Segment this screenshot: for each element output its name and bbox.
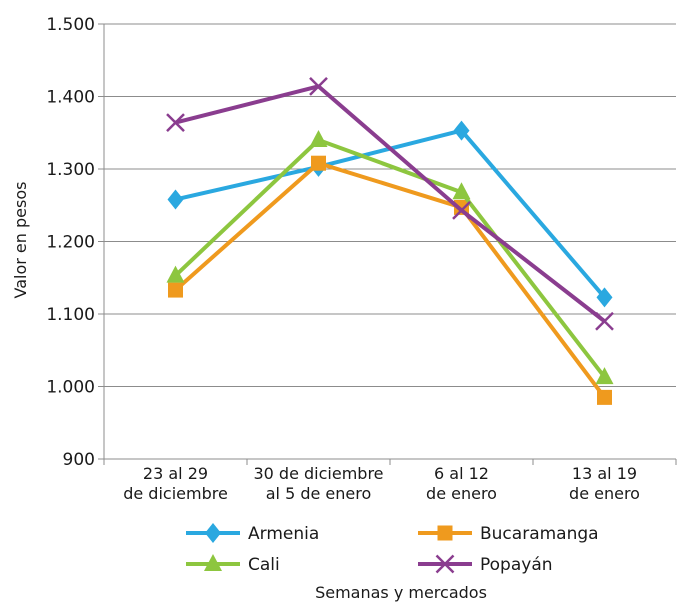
legend: Armenia Bucaramanga Cali Popayán <box>186 523 599 575</box>
y-tick-label: 1.000 <box>46 378 95 398</box>
legend-label: Armenia <box>248 524 319 544</box>
x-marker-stroke <box>595 311 614 331</box>
data-point <box>311 155 326 171</box>
x-category-label: 30 de diciembre <box>253 464 383 483</box>
y-tick-label: 1.300 <box>46 160 95 180</box>
legend-label: Popayán <box>480 555 553 575</box>
x-marker-stroke <box>435 554 455 574</box>
square-marker <box>311 155 326 171</box>
y-axis-tick-labels: 900 1.000 1.100 1.200 1.300 1.400 1.500 <box>46 15 95 470</box>
legend-item: Bucaramanga <box>418 524 599 544</box>
data-point <box>166 113 185 132</box>
x-axis-title: Semanas y mercados <box>315 583 487 602</box>
x-category-label: de enero <box>569 484 640 503</box>
data-point <box>596 287 613 308</box>
data-point <box>168 282 183 298</box>
data-point <box>452 182 471 200</box>
series-line <box>174 161 607 399</box>
y-tick-label: 1.200 <box>46 233 95 253</box>
data-point <box>167 189 184 210</box>
square-marker <box>437 525 453 541</box>
x-category-label: de diciembre <box>123 484 228 503</box>
data-point <box>452 200 471 220</box>
x-category-label: 6 al 12 <box>434 464 489 483</box>
data-point <box>309 130 328 147</box>
square-marker <box>597 389 612 405</box>
series-line <box>174 138 607 379</box>
legend-item: Popayán <box>418 554 553 575</box>
diamond-marker <box>453 120 470 141</box>
triangle-marker <box>595 367 614 385</box>
x-category-label: 23 al 29 <box>143 464 208 483</box>
data-point <box>453 120 470 141</box>
y-tick-label: 900 <box>63 450 95 470</box>
diamond-marker <box>596 287 613 308</box>
diamond-marker <box>205 523 221 543</box>
axes <box>103 24 677 465</box>
series <box>166 76 614 331</box>
series <box>166 130 614 385</box>
legend-item: Cali <box>186 554 280 575</box>
triangle-marker <box>204 554 222 571</box>
triangle-marker <box>309 130 328 147</box>
x-category-label: de enero <box>426 484 497 503</box>
data-point <box>595 367 614 385</box>
series-line <box>175 84 606 323</box>
legend-item: Armenia <box>186 523 319 544</box>
x-marker-stroke <box>309 76 328 96</box>
x-category-label: 13 al 19 <box>572 464 637 483</box>
data-point <box>595 311 614 331</box>
data-point <box>597 389 612 405</box>
y-tick-label: 1.100 <box>46 305 95 325</box>
y-tick-label: 1.400 <box>46 88 95 108</box>
legend-label: Bucaramanga <box>480 524 599 544</box>
series-group <box>166 76 614 405</box>
data-point <box>309 76 328 96</box>
legend-label: Cali <box>248 555 280 575</box>
diamond-marker <box>167 189 184 210</box>
data-point <box>166 265 185 283</box>
x-category-label: al 5 de enero <box>266 484 372 503</box>
gridlines <box>98 23 676 460</box>
square-marker <box>168 282 183 298</box>
triangle-marker <box>452 182 471 200</box>
triangle-marker <box>166 265 185 283</box>
y-axis-title: Valor en pesos <box>11 182 30 299</box>
x-marker-stroke <box>452 200 471 220</box>
y-tick-label: 1.500 <box>46 15 95 35</box>
x-marker-stroke <box>166 113 185 132</box>
series <box>168 155 612 405</box>
